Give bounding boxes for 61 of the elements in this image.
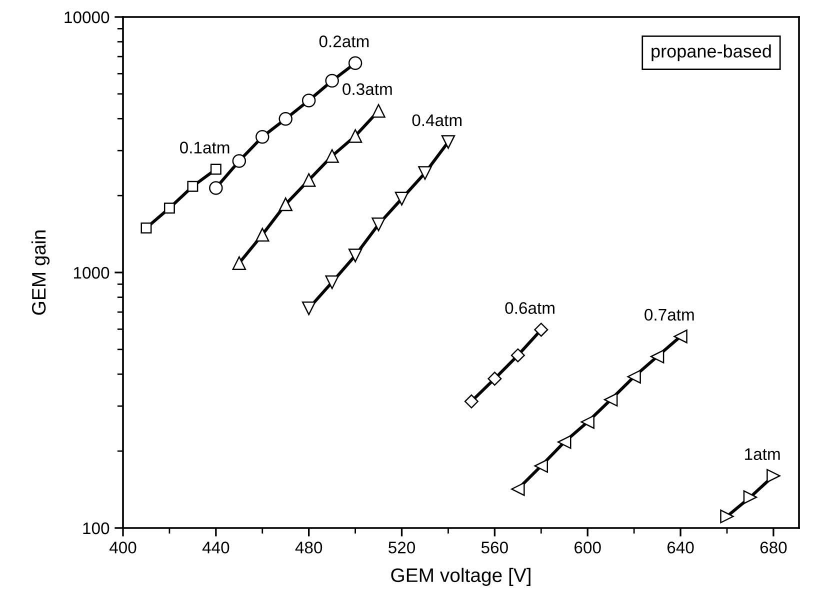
y-axis-title: GEM gain	[31, 230, 50, 315]
point	[627, 370, 641, 384]
x-axis-title: GEM voltage [V]	[391, 568, 530, 586]
point	[511, 482, 525, 496]
x-tick-label: 440	[202, 542, 230, 554]
point	[418, 166, 432, 180]
point	[650, 350, 664, 364]
point	[325, 149, 339, 163]
point	[164, 202, 175, 214]
x-tick-label: 400	[109, 542, 136, 554]
series-label: 0.1atm	[180, 142, 230, 154]
series-label: 0.4atm	[412, 114, 462, 126]
series-label: 0.6atm	[505, 302, 554, 314]
point	[232, 256, 246, 270]
point	[278, 112, 292, 126]
point	[441, 135, 456, 149]
point	[187, 180, 198, 192]
point	[674, 330, 688, 344]
point	[510, 348, 525, 362]
point	[348, 129, 362, 143]
x-tick-label: 520	[388, 542, 416, 554]
point	[140, 222, 152, 234]
x-tick-label: 560	[481, 542, 508, 554]
point	[488, 372, 502, 386]
point	[464, 394, 478, 408]
point	[372, 217, 386, 232]
point	[743, 490, 758, 504]
y-tick-label: 1000	[74, 266, 110, 279]
point	[720, 510, 734, 524]
annotation: propane-based	[652, 44, 771, 62]
point	[558, 435, 572, 449]
point	[348, 56, 362, 70]
point	[302, 173, 316, 187]
point	[534, 459, 548, 473]
point	[394, 192, 409, 206]
x-tick-label: 480	[295, 542, 322, 554]
series-label: 0.7atm	[644, 308, 694, 321]
series-label: 0.3atm	[342, 83, 392, 96]
point	[325, 275, 339, 290]
point	[325, 74, 339, 88]
x-tick-label: 600	[574, 542, 601, 554]
series-label: 0.2atm	[319, 36, 369, 48]
x-tick-label: 640	[667, 542, 694, 554]
y-tick-label: 10000	[64, 11, 110, 24]
point	[348, 248, 362, 262]
point	[302, 94, 316, 108]
y-tick-label: 100	[83, 522, 110, 534]
point	[604, 392, 618, 407]
point	[534, 322, 548, 337]
point	[766, 468, 780, 483]
point	[209, 181, 223, 195]
point	[256, 130, 270, 144]
x-tick-label: 680	[760, 542, 787, 554]
point	[232, 154, 246, 168]
point	[372, 104, 386, 118]
point	[302, 301, 316, 316]
point	[256, 228, 270, 242]
point	[210, 164, 222, 175]
point	[580, 415, 594, 429]
series-label: 1atm	[745, 448, 780, 460]
point	[278, 197, 292, 212]
